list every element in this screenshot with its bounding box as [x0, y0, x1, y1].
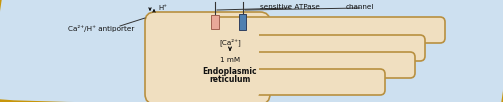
Text: channel: channel — [346, 4, 374, 10]
FancyBboxPatch shape — [152, 19, 259, 99]
Bar — [211, 15, 219, 29]
Text: [Ca²⁺]: [Ca²⁺] — [219, 38, 241, 46]
FancyBboxPatch shape — [215, 69, 385, 95]
Text: Ca²⁺/H⁺ antiporter: Ca²⁺/H⁺ antiporter — [68, 24, 134, 32]
FancyBboxPatch shape — [145, 12, 270, 102]
FancyBboxPatch shape — [215, 17, 445, 43]
Bar — [239, 14, 246, 30]
Text: sensitive ATPase: sensitive ATPase — [260, 4, 320, 10]
Text: H⁺: H⁺ — [158, 5, 167, 11]
Text: reticulum: reticulum — [209, 75, 250, 84]
Text: 1 mM: 1 mM — [220, 57, 240, 63]
Text: Endoplasmic: Endoplasmic — [203, 68, 258, 76]
FancyBboxPatch shape — [215, 35, 425, 61]
FancyBboxPatch shape — [215, 52, 415, 78]
